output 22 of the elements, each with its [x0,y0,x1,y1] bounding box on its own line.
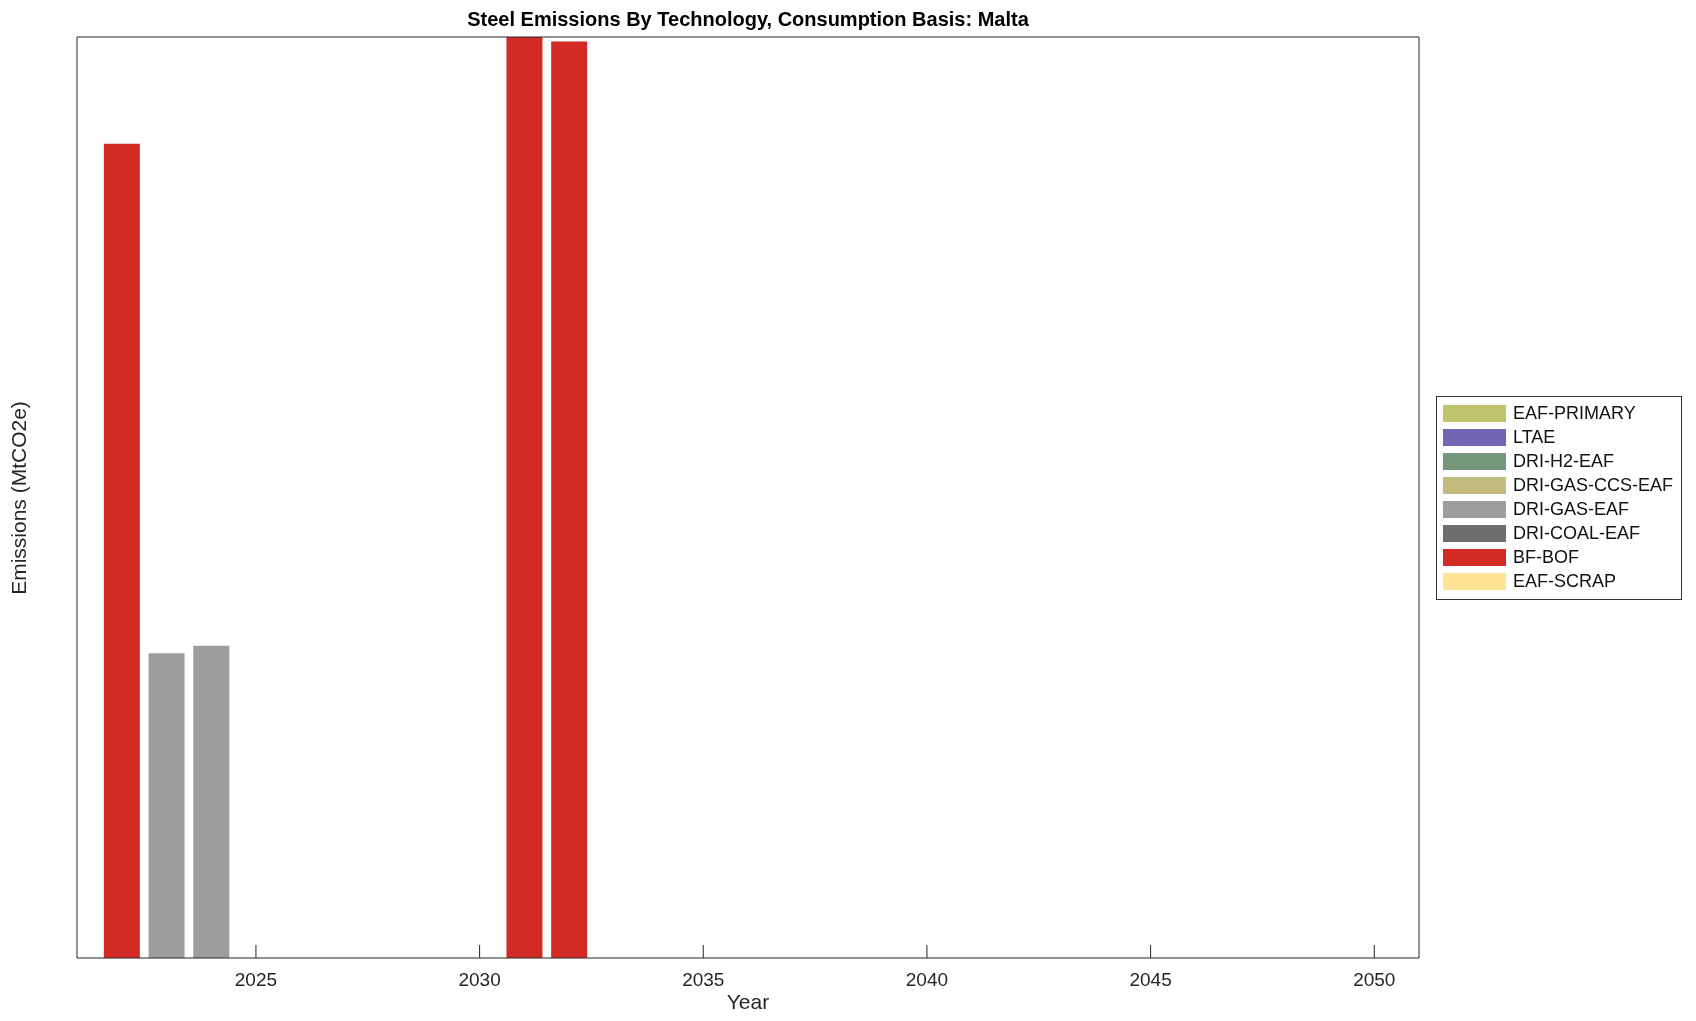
x-tick-label: 2045 [1129,969,1172,991]
bar [551,41,588,958]
y-axis-title: Emissions (MtCO2e) [7,400,31,595]
chart-title: Steel Emissions By Technology, Consumption Basis: Malta [466,7,1030,31]
legend-label: EAF-SCRAP [1513,571,1617,592]
x-tick-label: 2025 [234,969,278,991]
bar [148,653,185,958]
bar [506,37,543,958]
bar [193,645,230,958]
legend-label: LTAE [1513,427,1556,448]
x-tick-label: 2030 [458,969,501,991]
x-tick-label: 2050 [1353,969,1396,991]
x-tick-label: 2040 [905,969,949,991]
legend-label: DRI-GAS-CCS-EAF [1513,475,1674,496]
x-axis-title: Year [725,990,771,1014]
legend-label: BF-BOF [1513,547,1579,568]
legend-label: EAF-PRIMARY [1513,403,1636,424]
x-tick-label: 2035 [682,969,725,991]
legend-label: DRI-H2-EAF [1513,451,1615,472]
legend-label: DRI-GAS-EAF [1513,499,1630,520]
legend-label: DRI-COAL-EAF [1513,523,1641,544]
bar [103,143,140,958]
